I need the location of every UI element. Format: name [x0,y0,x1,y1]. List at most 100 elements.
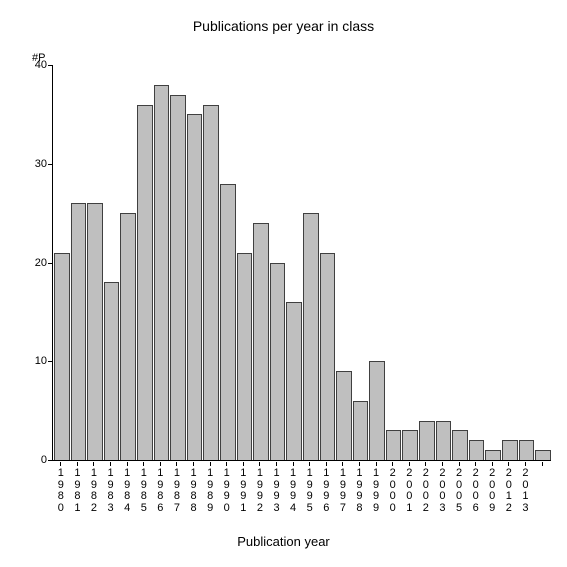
plot-area [52,65,551,461]
bar [220,184,236,461]
x-tick-cell: 1998 [352,462,368,522]
x-tick-cell: 1982 [86,462,102,522]
bar [402,430,418,460]
x-tick-cell: 1988 [186,462,202,522]
x-tick-label: 1982 [91,468,97,514]
x-tick-cell [534,462,550,522]
x-tick-label: 1981 [74,468,80,514]
x-tick-cell: 2001 [401,462,417,522]
x-tick-label: 1980 [58,468,64,514]
x-tick-mark [525,462,526,466]
bar [469,440,485,460]
x-tick-label: 2000 [390,468,396,514]
x-tick-mark [442,462,443,466]
publications-bar-chart: Publications per year in class #P 010203… [0,0,567,567]
y-tick-label: 40 [35,59,47,71]
bar [137,105,153,461]
x-tick-label: 2006 [473,468,479,514]
bar [286,302,302,460]
x-tick-label: 1995 [307,468,313,514]
x-tick-cell: 1980 [53,462,69,522]
x-tick-mark [259,462,260,466]
x-tick-mark [542,462,543,466]
y-tick-label: 30 [35,158,47,170]
bar [386,430,402,460]
bar [485,450,501,460]
x-tick-cell: 1999 [368,462,384,522]
x-tick-mark [309,462,310,466]
x-tick-mark [459,462,460,466]
x-tick-cell: 1996 [319,462,335,522]
bar [104,282,120,460]
x-tick-mark [376,462,377,466]
x-tick-mark [77,462,78,466]
x-tick-cell: 1981 [70,462,86,522]
x-tick-label: 2002 [423,468,429,514]
x-tick-label: 2005 [456,468,462,514]
bar [320,253,336,460]
bar [419,421,435,461]
x-tick-mark [143,462,144,466]
x-tick-mark [210,462,211,466]
x-tick-cell: 1989 [202,462,218,522]
bar [54,253,70,460]
x-tick-cell: 1985 [136,462,152,522]
x-tick-cell: 2012 [501,462,517,522]
x-tick-label: 1986 [157,468,163,514]
bar [535,450,551,460]
x-tick-label: 1987 [174,468,180,514]
x-tick-cell: 1995 [302,462,318,522]
bar [270,263,286,461]
x-tick-cell: 2003 [435,462,451,522]
bar [120,213,136,460]
x-tick-label: 1997 [340,468,346,514]
x-tick-mark [160,462,161,466]
x-tick-label: 1993 [273,468,279,514]
x-tick-label: 1998 [356,468,362,514]
bar [187,114,203,460]
x-tick-label: 1996 [323,468,329,514]
x-tick-mark [127,462,128,466]
x-tick-cell: 1994 [285,462,301,522]
x-tick-mark [193,462,194,466]
bar [502,440,518,460]
x-tick-cell: 2013 [518,462,534,522]
x-tick-mark [359,462,360,466]
x-tick-label: 1990 [224,468,230,514]
x-tick-mark [276,462,277,466]
x-tick-mark [93,462,94,466]
x-tick-label: 2012 [506,468,512,514]
y-tick-label: 0 [41,454,47,466]
bar [253,223,269,460]
x-tick-mark [409,462,410,466]
x-tick-mark [326,462,327,466]
x-tick-mark [392,462,393,466]
x-tick-label: 1991 [240,468,246,514]
bar [336,371,352,460]
y-tick-label: 20 [35,257,47,269]
x-tick-cell: 1997 [335,462,351,522]
x-tick-cell: 1983 [103,462,119,522]
x-tick-cell: 2006 [468,462,484,522]
x-tick-cell: 1991 [236,462,252,522]
bar [71,203,87,460]
x-tick-cell: 2000 [385,462,401,522]
x-tick-label: 2009 [489,468,495,514]
x-tick-mark [342,462,343,466]
x-tick-label: 1992 [257,468,263,514]
x-tick-mark [508,462,509,466]
bar [203,105,219,461]
x-tick-mark [176,462,177,466]
x-tick-label: 1999 [373,468,379,514]
x-tick-mark [293,462,294,466]
x-tick-cell: 1984 [119,462,135,522]
x-tick-cell: 1993 [269,462,285,522]
x-tick-cell: 1987 [169,462,185,522]
x-tick-label: 1983 [108,468,114,514]
x-tick-mark [492,462,493,466]
x-tick-mark [226,462,227,466]
x-tick-label: 1989 [207,468,213,514]
x-tick-mark [110,462,111,466]
x-tick-cell: 1990 [219,462,235,522]
x-tick-mark [60,462,61,466]
